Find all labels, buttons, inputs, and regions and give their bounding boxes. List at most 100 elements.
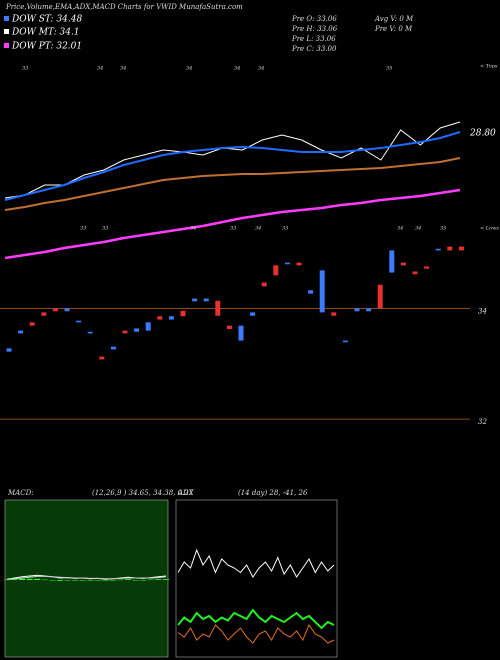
candle — [99, 356, 105, 360]
candle — [64, 308, 70, 312]
candle — [180, 310, 186, 317]
line — [177, 623, 335, 644]
candle — [342, 340, 348, 343]
candle — [76, 320, 82, 323]
low-mark: 34 — [397, 226, 403, 232]
dow-key — [4, 43, 9, 48]
histogram-bar — [155, 579, 162, 580]
histogram-bar — [102, 580, 109, 581]
line — [4, 131, 461, 201]
pre-label: Pre H: 33.06 — [291, 25, 338, 33]
histogram-bar — [140, 580, 147, 581]
candle — [52, 308, 58, 312]
macd-label: MACD: — [7, 489, 34, 497]
low-mark: 33 — [282, 226, 288, 232]
candle — [134, 328, 140, 332]
line — [177, 608, 335, 630]
adx-label: ADX — [177, 489, 195, 497]
y-tick-label: 32 — [478, 418, 487, 426]
histogram-bar — [125, 579, 132, 580]
line — [4, 188, 461, 260]
low-mark: 34 — [255, 226, 261, 232]
lows-label: < Lows — [480, 226, 499, 232]
histogram-bar — [19, 578, 26, 580]
page-title: Price,Volume,EMA,ADX,MACD Charts for VWI… — [5, 3, 243, 11]
candle — [400, 262, 406, 266]
candle — [389, 250, 395, 273]
histogram-bar — [34, 578, 41, 580]
top-mark: 34 — [258, 66, 264, 72]
top-mark: 33 — [22, 66, 28, 72]
histogram-bar — [110, 580, 116, 581]
candle — [366, 308, 372, 312]
candle — [203, 298, 209, 302]
candle — [377, 284, 383, 309]
histogram-bar — [87, 580, 94, 581]
y-tick-label: 34 — [478, 308, 487, 316]
adx-params: (14 day) 28, -41, 26 — [238, 489, 308, 497]
candle — [250, 312, 256, 316]
candle — [331, 312, 337, 316]
candle — [87, 331, 93, 334]
candle — [284, 262, 290, 265]
candle — [18, 330, 24, 334]
dow-key — [4, 16, 9, 21]
candle — [296, 262, 302, 266]
histogram-bar — [72, 580, 79, 581]
candle — [435, 248, 441, 251]
dow-label: DOW ST: 34.48 — [11, 15, 82, 25]
candle — [319, 270, 325, 313]
top-mark: 34 — [186, 66, 192, 72]
histogram-bar — [41, 579, 48, 581]
candle — [424, 266, 430, 269]
histogram-bar — [49, 580, 56, 581]
volume-label: Avg V: 0 M — [374, 15, 414, 23]
histogram-bar — [163, 579, 169, 580]
histogram-bar — [4, 579, 10, 581]
histogram-bar — [57, 580, 63, 581]
candle — [308, 290, 314, 294]
adx-frame — [175, 499, 338, 658]
candle — [412, 271, 418, 275]
tops-label: < Tops — [480, 64, 498, 70]
dow-label: DOW PT: 32.01 — [11, 42, 82, 52]
ema-label: 28.80 — [469, 129, 496, 139]
macd-params: (12,26,9 ) 34.65, 34.38, 0.27 — [92, 489, 194, 497]
top-mark: 34 — [97, 66, 103, 72]
candle — [215, 300, 221, 316]
histogram-bar — [79, 580, 86, 581]
histogram-bar — [11, 579, 18, 580]
candle — [110, 346, 116, 350]
candle — [273, 265, 279, 276]
line — [4, 157, 461, 211]
line — [177, 548, 335, 578]
candle — [447, 246, 453, 251]
candle — [122, 330, 128, 334]
low-mark: 33 — [230, 226, 236, 232]
dow-key — [4, 29, 9, 34]
dow-label: DOW MT: 34.1 — [11, 28, 80, 38]
candle — [145, 322, 151, 331]
top-mark: 34 — [234, 66, 240, 72]
histogram-bar — [94, 580, 101, 581]
histogram-bar — [26, 578, 33, 580]
top-mark: 34 — [120, 66, 126, 72]
low-mark: 35 — [440, 226, 446, 232]
pre-label: Pre O: 33.06 — [291, 15, 337, 23]
candle — [29, 322, 35, 326]
low-mark: 34 — [190, 226, 196, 232]
line — [6, 575, 167, 581]
candle — [458, 246, 464, 251]
candle — [157, 316, 163, 320]
pre-label: Pre C: 33.00 — [291, 45, 337, 53]
candle — [226, 325, 232, 329]
candle — [261, 282, 267, 287]
candle — [168, 316, 174, 320]
candle — [192, 298, 198, 302]
candle — [6, 348, 12, 352]
low-mark: 33 — [80, 226, 86, 232]
line — [4, 121, 461, 199]
volume-label: Pre V: 0 M — [374, 25, 413, 33]
histogram-bar — [132, 580, 139, 581]
